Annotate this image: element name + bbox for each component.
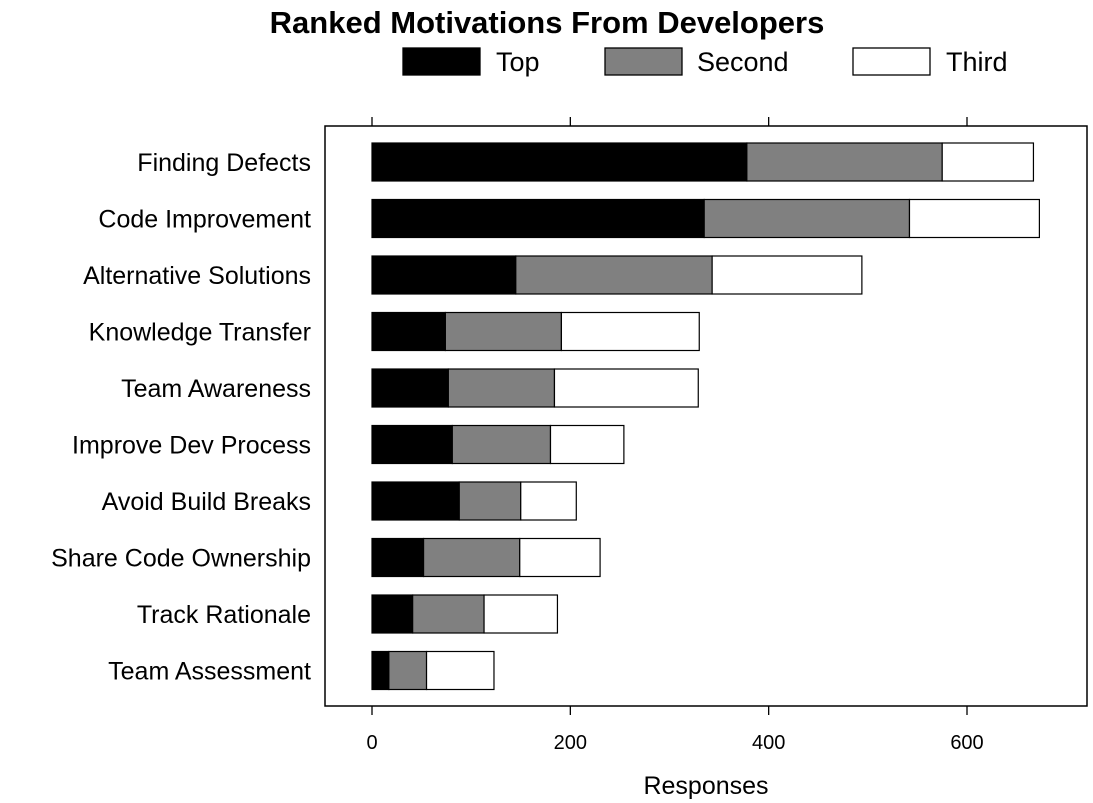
- bar-segment-third: [483, 594, 559, 634]
- bars: [371, 142, 1040, 691]
- bar-segment-second: [447, 368, 556, 408]
- legend-swatch-second: [604, 47, 683, 76]
- bar-segment-top: [371, 424, 453, 465]
- category-label: Avoid Build Breaks: [102, 488, 311, 516]
- bar-segment-second: [422, 537, 521, 578]
- bar-segment-third: [519, 537, 601, 578]
- plot-frame: [324, 125, 1088, 707]
- bar-segment-top: [371, 368, 449, 408]
- category-labels: Finding Defects Code Improvement Alternati…: [51, 149, 311, 686]
- bar-segment-third: [711, 255, 863, 295]
- category-label: Alternative Solutions: [83, 262, 311, 290]
- legend-label-second: Second: [697, 47, 789, 77]
- category-label: Team Assessment: [108, 658, 311, 686]
- bar-segment-top: [371, 594, 414, 634]
- bar-segment-second: [746, 142, 943, 182]
- bar-segment-second: [444, 311, 563, 352]
- bar-segment-second: [703, 198, 911, 239]
- legend-swatch-third: [852, 47, 931, 76]
- x-tick-label: 0: [366, 732, 377, 754]
- legend-label-top: Top: [496, 47, 540, 77]
- category-label: Code Improvement: [98, 206, 311, 234]
- x-axis-title: Responses: [643, 772, 768, 800]
- bar-segment-third: [549, 424, 625, 465]
- x-tick-label: 400: [752, 732, 785, 754]
- bar-segment-top: [371, 255, 517, 295]
- bar-segment-third: [520, 481, 577, 521]
- category-label: Track Rationale: [137, 601, 311, 629]
- category-label: Share Code Ownership: [51, 545, 311, 573]
- bar-segment-top: [371, 537, 425, 578]
- category-label: Knowledge Transfer: [89, 319, 311, 347]
- bar-segment-top: [371, 198, 705, 239]
- legend-label-third: Third: [946, 47, 1008, 77]
- top-axis-ticks: [371, 117, 968, 126]
- bottom-axis-ticks: 0 200 400 600: [366, 706, 984, 754]
- bar-segment-second: [412, 594, 485, 634]
- bar-segment-third: [425, 650, 495, 691]
- bar-segment-third: [941, 142, 1035, 182]
- bar-segment-top: [371, 650, 390, 691]
- legend: Top Second Third: [402, 47, 1008, 77]
- x-tick-label: 200: [554, 732, 587, 754]
- bar-segment-second: [388, 650, 428, 691]
- category-label: Finding Defects: [137, 149, 311, 177]
- bar-segment-top: [371, 481, 460, 521]
- legend-swatch-top: [402, 47, 481, 76]
- bar-segment-second: [458, 481, 522, 521]
- category-label: Improve Dev Process: [72, 432, 311, 460]
- bar-segment-top: [371, 311, 446, 352]
- category-label: Team Awareness: [121, 375, 311, 403]
- bar-segment-third: [553, 368, 699, 408]
- chart-title: Ranked Motivations From Developers: [270, 5, 825, 40]
- bar-segment-third: [560, 311, 700, 352]
- bar-segment-second: [515, 255, 713, 295]
- x-tick-label: 600: [950, 732, 983, 754]
- bar-segment-top: [371, 142, 748, 182]
- bar-segment-third: [908, 198, 1040, 239]
- bar-segment-second: [451, 424, 552, 465]
